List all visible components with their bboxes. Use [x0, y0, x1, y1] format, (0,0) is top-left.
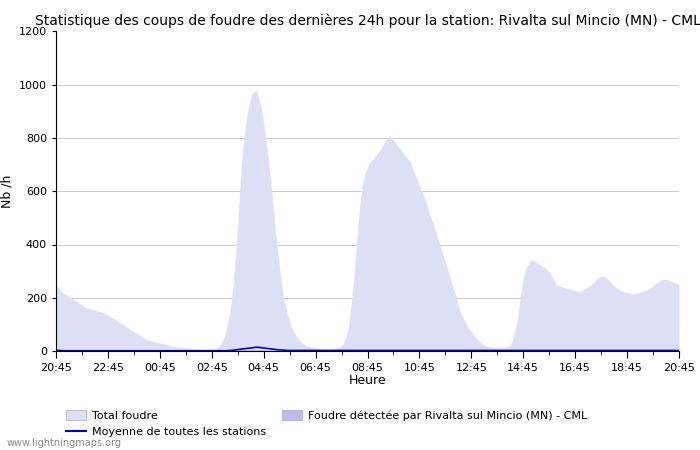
- Y-axis label: Nb /h: Nb /h: [0, 175, 13, 208]
- Text: www.lightningmaps.org: www.lightningmaps.org: [7, 438, 122, 448]
- Title: Statistique des coups de foudre des dernières 24h pour la station: Rivalta sul M: Statistique des coups de foudre des dern…: [34, 13, 700, 27]
- Legend: Total foudre, Moyenne de toutes les stations, Foudre détectée par Rivalta sul Mi: Total foudre, Moyenne de toutes les stat…: [62, 406, 592, 441]
- X-axis label: Heure: Heure: [349, 374, 386, 387]
